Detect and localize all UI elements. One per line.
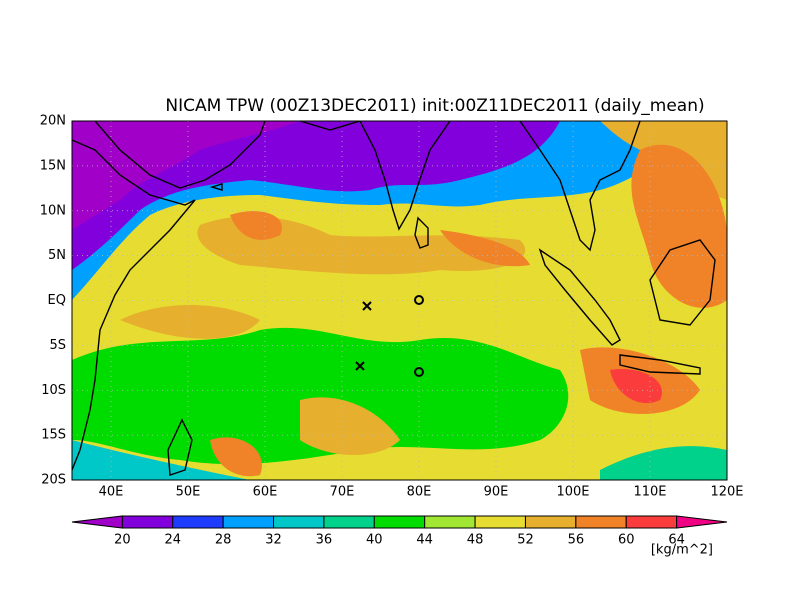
field-blob: [210, 437, 262, 477]
coast-java: [619, 354, 701, 375]
lon-label: 40E: [99, 485, 124, 500]
lon-label: 120E: [710, 485, 743, 500]
colorbar-unit: [kg/m^2]: [651, 543, 713, 558]
marker-x: [355, 361, 365, 371]
colorbar-label: 56: [568, 533, 585, 548]
lat-label: 20S: [41, 473, 66, 488]
marker-circle: [414, 367, 424, 377]
coast-india: [299, 121, 451, 231]
coast-arabia: [94, 121, 266, 189]
lon-label: 60E: [253, 485, 278, 500]
field-south-dry: [72, 440, 250, 480]
coast-srilanka: [414, 216, 429, 249]
colorbar-swatch: [323, 515, 375, 529]
colorbar-swatch: [373, 515, 426, 529]
coast-africa: [72, 139, 196, 471]
colorbar-swatch: [172, 515, 224, 529]
colorbar-swatch: [424, 515, 476, 529]
colorbar-label: 48: [467, 533, 484, 548]
title: NICAM TPW (00Z13DEC2011) init:00Z11DEC20…: [165, 96, 704, 116]
markers: [355, 295, 424, 377]
colorbar-label: 20: [114, 533, 131, 548]
colorbar: 20 24 28 32 36 40 44 48 52 56 60 64: [71, 515, 728, 548]
lon-label: 50E: [176, 485, 201, 500]
field-driest: [72, 121, 300, 230]
colorbar-swatch: [524, 515, 577, 529]
colorbar-swatch: [575, 515, 627, 529]
field-blob: [300, 397, 400, 455]
map-frame: [71, 120, 728, 481]
colorbar-swatch: [121, 515, 174, 529]
coast-socotra: [209, 183, 223, 191]
colorbar-label: 52: [517, 533, 534, 548]
field-south-band: [72, 327, 569, 465]
colorbar-label: 24: [164, 533, 181, 548]
coast-indochina: [519, 121, 641, 252]
lat-label: 20N: [40, 114, 66, 129]
coast-sumatra: [538, 248, 621, 346]
grid: [72, 121, 727, 480]
lat-label: 5S: [49, 338, 66, 353]
lat-label: 10S: [41, 383, 66, 398]
lon-label: 110E: [633, 485, 666, 500]
lon-label: 90E: [484, 485, 509, 500]
field-dry: [72, 121, 560, 270]
colorbar-label: 32: [265, 533, 282, 548]
field-blob: [230, 211, 282, 240]
field-blob: [610, 369, 662, 404]
field-blob: [631, 144, 727, 308]
marker-x: [362, 301, 372, 311]
tpw-field: [72, 121, 727, 480]
lat-label: 15N: [40, 158, 66, 173]
lon-label: 70E: [330, 485, 355, 500]
colorbar-label: 60: [618, 533, 635, 548]
colorbar-label: 44: [416, 533, 433, 548]
field-blob: [440, 230, 530, 267]
field-blob: [120, 305, 260, 339]
colorbar-swatch: [625, 515, 678, 529]
colorbar-end: [676, 515, 728, 529]
lon-label: 80E: [407, 485, 432, 500]
lat-label: 15S: [41, 428, 66, 443]
colorbar-swatch: [474, 515, 526, 529]
colorbar-label: 64: [668, 533, 685, 548]
coastlines: [72, 121, 716, 476]
coast-borneo: [649, 239, 716, 326]
lat-label: 10N: [40, 203, 66, 218]
axis-labels: 20N 15N 10N 5N EQ 5S 10S 15S 20S 40E 50E 60E 70E 80E 9…: [40, 114, 744, 500]
coast-madagascar: [167, 418, 193, 476]
marker-circle: [414, 295, 424, 305]
lat-label: 5N: [48, 248, 66, 263]
colorbar-label: 28: [215, 533, 232, 548]
lon-label: 100E: [556, 485, 589, 500]
colorbar-label: 40: [366, 533, 383, 548]
lat-label: EQ: [48, 293, 66, 308]
colorbar-swatch: [273, 515, 325, 529]
colorbar-swatch: [222, 515, 275, 529]
field-se-band: [600, 446, 727, 480]
colorbar-label: 36: [316, 533, 333, 548]
